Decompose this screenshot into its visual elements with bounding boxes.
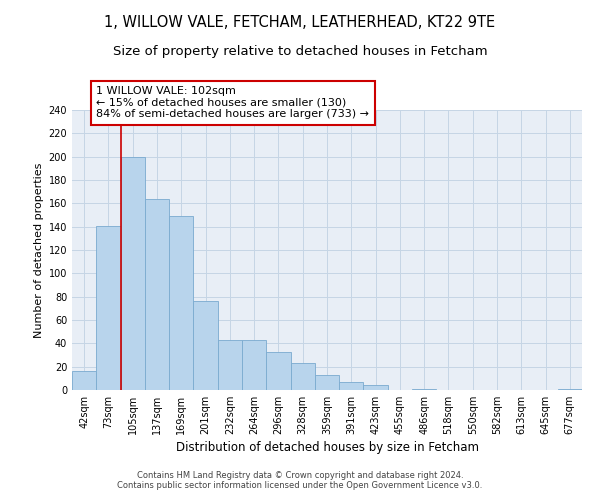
Text: Contains HM Land Registry data © Crown copyright and database right 2024.
Contai: Contains HM Land Registry data © Crown c… <box>118 470 482 490</box>
X-axis label: Distribution of detached houses by size in Fetcham: Distribution of detached houses by size … <box>176 441 479 454</box>
Bar <box>290 363 315 390</box>
Bar <box>72 372 96 390</box>
Text: Size of property relative to detached houses in Fetcham: Size of property relative to detached ho… <box>113 45 487 58</box>
Y-axis label: Number of detached properties: Number of detached properties <box>34 162 44 338</box>
Bar <box>242 340 266 390</box>
Bar <box>145 198 169 390</box>
Bar <box>364 386 388 390</box>
Text: 1, WILLOW VALE, FETCHAM, LEATHERHEAD, KT22 9TE: 1, WILLOW VALE, FETCHAM, LEATHERHEAD, KT… <box>104 15 496 30</box>
Bar <box>558 389 582 390</box>
Bar <box>266 352 290 390</box>
Bar <box>218 340 242 390</box>
Text: 1 WILLOW VALE: 102sqm
← 15% of detached houses are smaller (130)
84% of semi-det: 1 WILLOW VALE: 102sqm ← 15% of detached … <box>96 86 369 120</box>
Bar <box>169 216 193 390</box>
Bar <box>315 375 339 390</box>
Bar <box>412 389 436 390</box>
Bar <box>339 382 364 390</box>
Bar <box>193 302 218 390</box>
Bar <box>96 226 121 390</box>
Bar <box>121 156 145 390</box>
